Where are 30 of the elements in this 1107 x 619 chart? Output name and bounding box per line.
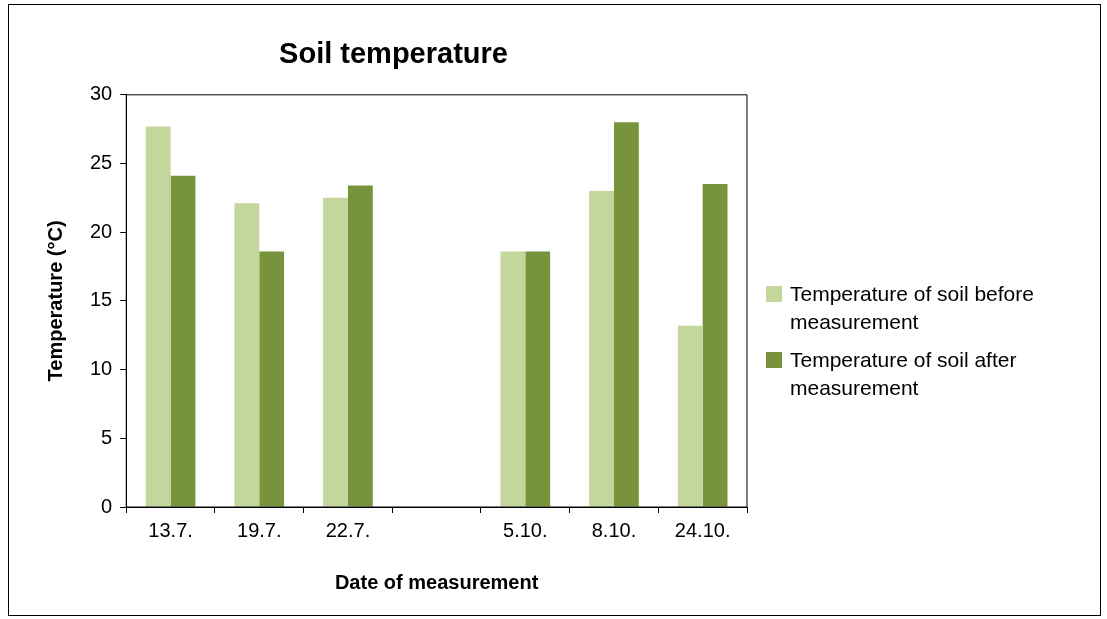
x-tick-label: 8.10. bbox=[591, 518, 637, 541]
bar bbox=[259, 251, 285, 507]
chart-title: Soil temperature bbox=[279, 37, 508, 70]
y-tick-label: 20 bbox=[90, 219, 113, 242]
x-tick-label: 24.10. bbox=[674, 518, 731, 541]
y-tick-label: 15 bbox=[90, 288, 113, 311]
y-tick-label: 25 bbox=[90, 151, 113, 174]
bar bbox=[500, 251, 526, 507]
x-tick-label: 19.7. bbox=[237, 518, 282, 541]
x-tick-label: 13.7. bbox=[148, 518, 193, 541]
legend-label: Temperature of soil before measurement bbox=[790, 281, 1035, 335]
bar bbox=[145, 126, 171, 507]
bar bbox=[347, 185, 373, 507]
bar bbox=[677, 325, 703, 507]
bar bbox=[234, 203, 260, 507]
bar bbox=[323, 197, 348, 507]
y-tick-label: 5 bbox=[101, 425, 113, 448]
bar bbox=[170, 175, 196, 507]
bar bbox=[613, 122, 639, 507]
bar bbox=[702, 184, 728, 507]
y-tick-label: 10 bbox=[90, 357, 113, 380]
legend-label: Temperature of soil after measurement bbox=[790, 347, 1018, 401]
bar bbox=[589, 190, 614, 507]
y-tick-label: 30 bbox=[90, 82, 113, 105]
x-tick-label: 22.7. bbox=[325, 518, 371, 541]
y-axis-title: Temperature (°C) bbox=[43, 220, 66, 382]
bar bbox=[525, 251, 551, 507]
x-axis-title: Date of measurement bbox=[334, 570, 539, 593]
x-tick-label: 5.10. bbox=[503, 518, 548, 541]
y-tick-label: 0 bbox=[101, 494, 113, 517]
